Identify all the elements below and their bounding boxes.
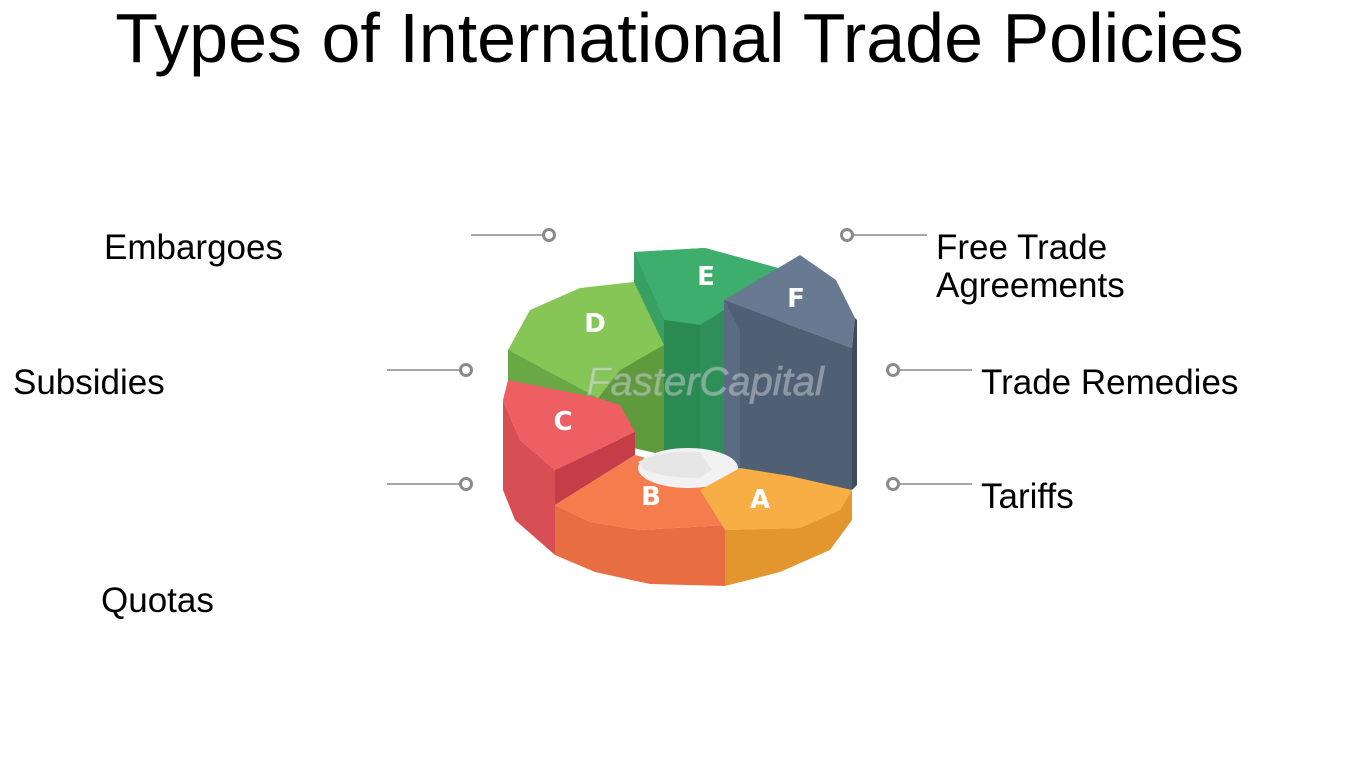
segment-a [700,468,852,586]
label-free-trade-agreements: Free Trade Agreements [936,229,1125,305]
segment-letter-b: B [641,482,661,512]
connector-free-trade-agreements [840,228,927,242]
watermark: FasterCapital [586,360,825,404]
connector-subsidies [387,363,473,377]
connector-embargoes [471,228,556,242]
label-quotas: Quotas [101,581,214,620]
segment-c [503,380,635,555]
label-subsidies: Subsidies [13,363,165,402]
segment-letter-e: E [697,262,715,292]
label-tariffs: Tariffs [981,477,1074,516]
segment-letter-a: A [750,485,770,515]
segment-letter-d: D [584,309,606,339]
connector-trade-remedies [886,363,972,377]
connectors [387,228,972,491]
page-title: Types of International Trade Policies [115,0,1244,77]
connector-quotas [387,477,473,491]
segment-letter-c: C [553,407,572,437]
label-trade-remedies: Trade Remedies [981,363,1239,402]
segment-f [724,255,857,490]
label-fta-line2: Agreements [936,266,1125,305]
connector-tariffs [886,477,972,491]
label-embargoes: Embargoes [104,228,283,267]
segment-letter-f: F [787,284,805,314]
label-fta-line1: Free Trade [936,228,1108,267]
